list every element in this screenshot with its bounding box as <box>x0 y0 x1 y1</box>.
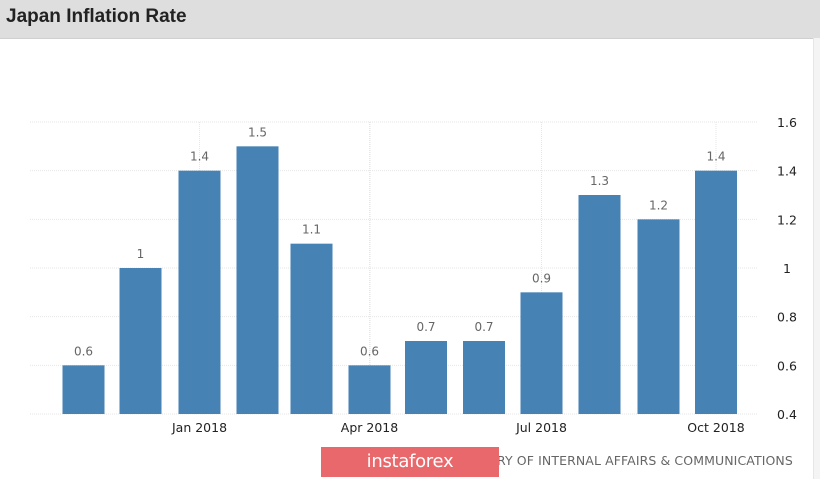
bar <box>578 195 621 414</box>
bar <box>119 268 162 414</box>
bar <box>178 170 221 414</box>
title-bar: Japan Inflation Rate <box>0 0 820 39</box>
x-tick-label: Jan 2018 <box>171 420 227 435</box>
page-title: Japan Inflation Rate <box>6 6 187 27</box>
source-text: RY OF INTERNAL AFFAIRS & COMMUNICATIONS <box>497 453 793 468</box>
x-tick-label: Apr 2018 <box>341 420 398 435</box>
bar <box>348 365 391 414</box>
y-tick-label: 1.6 <box>777 115 797 130</box>
x-tick-label: Jul 2018 <box>515 420 567 435</box>
watermark-logo: instaforex <box>321 447 499 477</box>
y-tick-label: 0.6 <box>777 358 797 373</box>
bar <box>405 341 447 414</box>
y-tick-label: 1.2 <box>777 212 797 227</box>
y-tick-label: 0.4 <box>777 407 797 422</box>
bar <box>290 243 333 414</box>
bar <box>236 146 279 415</box>
data-label: 1 <box>137 247 145 261</box>
data-label: 0.7 <box>474 320 493 334</box>
scroll-edge <box>813 38 820 479</box>
y-tick-label: 1.4 <box>777 164 797 179</box>
data-label: 0.7 <box>416 320 435 334</box>
data-label: 1.4 <box>706 150 725 164</box>
y-tick-label: 1 <box>783 261 791 276</box>
data-label: 1.5 <box>248 125 267 139</box>
data-label: 1.2 <box>649 198 668 212</box>
data-label: 0.9 <box>532 271 551 285</box>
bar <box>62 365 105 414</box>
bar <box>463 341 505 414</box>
data-label: 1.1 <box>302 223 321 237</box>
data-label: 0.6 <box>360 344 379 358</box>
y-tick-label: 0.8 <box>777 310 797 325</box>
x-tick-label: Oct 2018 <box>687 420 744 435</box>
bar <box>695 170 737 414</box>
data-label: 0.6 <box>74 344 93 358</box>
data-label: 1.4 <box>190 150 209 164</box>
data-label: 1.3 <box>590 174 609 188</box>
bar <box>637 219 680 414</box>
bar <box>520 292 563 414</box>
